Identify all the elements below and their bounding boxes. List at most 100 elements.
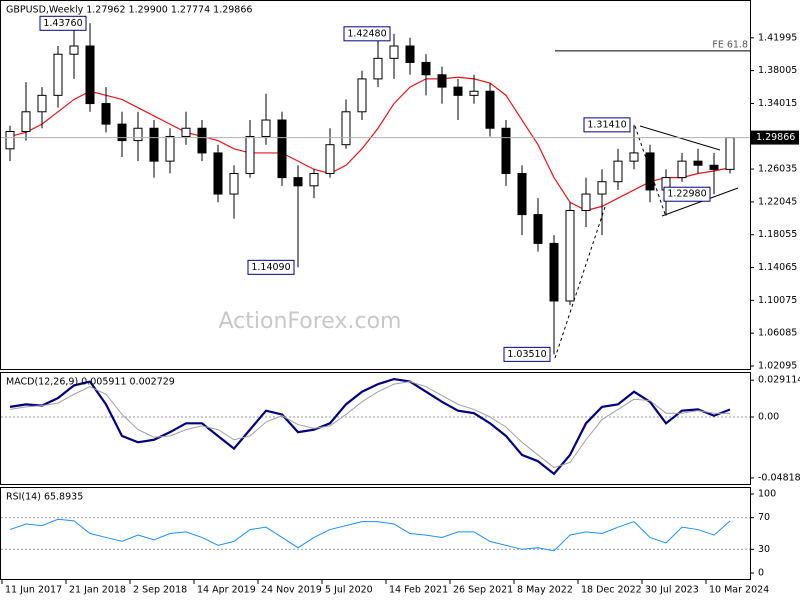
candle-body [261, 119, 271, 137]
candle-body [213, 152, 223, 195]
candle-body [53, 53, 63, 96]
candle-body [469, 90, 479, 96]
candle-body [21, 111, 31, 133]
price-label-box [39, 15, 87, 31]
y-tick-label: -0.048189 [758, 472, 800, 483]
x-tick-label: 2 Sep 2018 [133, 585, 187, 596]
x-tick-label: 14 Feb 2021 [389, 585, 448, 596]
y-tick-label: 1.02095 [758, 360, 797, 371]
panel-title: RSI(14) 65.8935 [6, 492, 83, 503]
candle-body [197, 127, 207, 154]
price-label-box [343, 26, 391, 42]
candle-body [101, 103, 111, 125]
candle-body [37, 94, 47, 113]
candle-body [277, 119, 287, 179]
candle-body [597, 181, 607, 195]
candle-body [293, 177, 303, 187]
y-tick-label: 1.38005 [758, 65, 797, 76]
candle-body [133, 127, 143, 142]
y-tick-label: 100 [758, 489, 776, 500]
price-label: 1.43760 [43, 18, 82, 29]
candle-body [709, 164, 719, 170]
x-tick-label: 24 Nov 2019 [261, 585, 322, 596]
candle-body [309, 172, 319, 187]
line-series [9, 76, 731, 212]
candle-body [149, 127, 159, 162]
price-label: 1.22980 [667, 189, 706, 200]
x-tick-label: 14 Apr 2019 [197, 585, 256, 596]
line-series [9, 518, 731, 552]
y-tick-label: 1.26035 [758, 164, 797, 175]
y-tick-label: 0.00 [758, 411, 779, 422]
candle-body [581, 193, 591, 211]
y-tick-label: 30 [758, 544, 770, 555]
candle-body [565, 209, 575, 302]
y-tick-label: 1.34015 [758, 98, 797, 109]
x-tick-label: 26 Sep 2021 [453, 585, 513, 596]
price-label: 1.42480 [347, 28, 386, 39]
price-label-box [247, 259, 295, 275]
candle-body [229, 172, 239, 195]
candle-body [421, 61, 431, 76]
price-label-box [583, 117, 631, 133]
candle-body [693, 160, 703, 166]
candle-body [501, 127, 511, 174]
candle-body [453, 86, 463, 96]
price-panel-frame [0, 0, 751, 370]
candle-body [533, 214, 543, 244]
price-label: 1.14090 [251, 262, 290, 273]
y-tick-label: 1.14065 [758, 262, 797, 273]
y-tick-label: 1.06085 [758, 328, 797, 339]
y-tick-label: 1.41995 [758, 32, 797, 43]
candle-body [517, 172, 527, 216]
panel-title: MACD(12,26,9) 0.005911 0.002729 [6, 377, 175, 388]
candle-body [645, 152, 655, 191]
candle-body [165, 135, 175, 162]
candle-body [85, 45, 95, 105]
y-tick-label: 0 [758, 567, 764, 578]
candle-body [245, 135, 255, 174]
rsi-panel-frame [0, 487, 751, 580]
candle-body [437, 74, 447, 88]
x-tick-label: 11 Jun 2017 [5, 585, 62, 596]
candle-body [181, 127, 191, 137]
price-label-box [503, 346, 551, 362]
candle-body [405, 45, 415, 63]
y-tick-label: 1.10075 [758, 295, 797, 306]
line-series [9, 377, 731, 476]
x-tick-label: 8 May 2022 [517, 585, 573, 596]
last-price-label: 1.29866 [756, 132, 795, 143]
x-tick-label: 18 Dec 2022 [581, 585, 642, 596]
panel-title: GBPUSD,Weekly 1.27962 1.29900 1.27774 1.… [6, 5, 252, 16]
y-tick-label: 70 [758, 512, 770, 523]
candle-body [549, 242, 559, 302]
macd-panel-frame [0, 372, 751, 485]
y-tick-label: 1.22045 [758, 196, 797, 207]
candle-body [373, 57, 383, 80]
last-price-box [751, 130, 799, 145]
candle-body [117, 123, 127, 142]
candle-body [629, 152, 639, 162]
triangle-lower [661, 187, 739, 217]
candle-body [325, 144, 335, 174]
fe-label: FE 61.8 [712, 39, 748, 50]
candle-body [389, 45, 399, 59]
candle-body [725, 137, 735, 170]
x-tick-label: 21 Jan 2018 [69, 585, 126, 596]
watermark: ActionForex.com [219, 309, 402, 334]
candle-body [341, 111, 351, 146]
price-label: 1.03510 [507, 349, 546, 360]
y-tick-label: 0.029114 [758, 375, 800, 386]
price-label: 1.31410 [587, 119, 626, 130]
x-tick-label: 10 Mar 2024 [709, 585, 769, 596]
candle-body [485, 90, 495, 129]
candle-body [5, 131, 15, 150]
line-series [9, 381, 731, 469]
y-tick-label: 1.18055 [758, 229, 797, 240]
price-label-box [663, 186, 711, 202]
candle-body [357, 78, 367, 113]
candle-body [677, 160, 687, 179]
candle-body [613, 160, 623, 183]
candle-body [69, 45, 79, 55]
